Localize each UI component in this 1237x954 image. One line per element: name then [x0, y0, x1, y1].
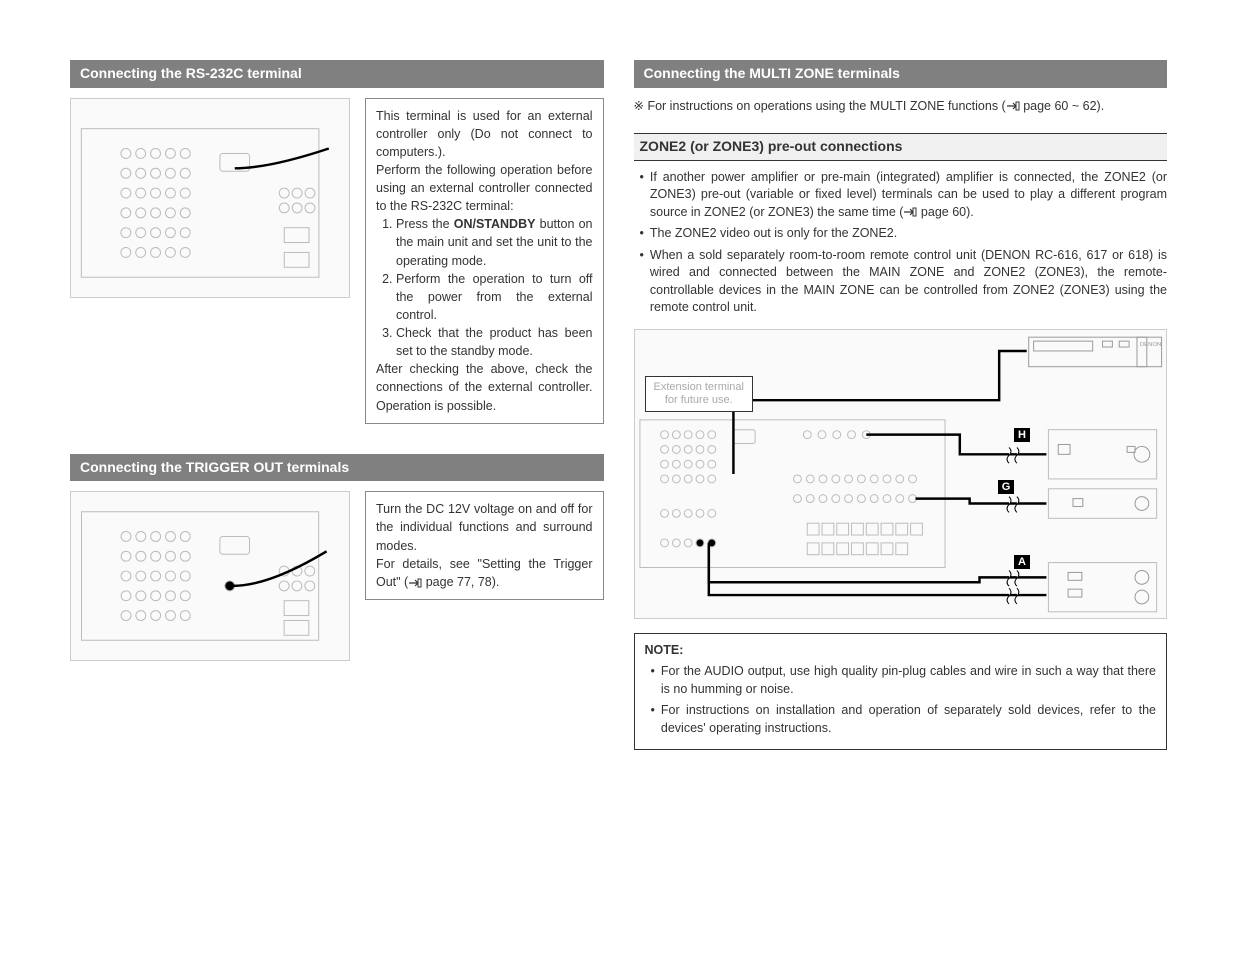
note-title: NOTE: — [645, 642, 1157, 660]
zone-subheader: ZONE2 (or ZONE3) pre-out connections — [634, 133, 1168, 161]
rs232-step-1: Press the ON/STANDBY button on the main … — [396, 215, 593, 269]
badge-a: A — [1014, 555, 1030, 569]
badge-g: G — [998, 480, 1014, 494]
page-root: Connecting the RS-232C terminal — [70, 60, 1167, 750]
zone-bullet-3: •When a sold separately room-to-room rem… — [640, 247, 1168, 317]
rs232-header: Connecting the RS-232C terminal — [70, 60, 604, 88]
badge-h: H — [1014, 428, 1030, 442]
rs232-prelist: Perform the following operation before u… — [376, 161, 593, 215]
rs232-step-3: Check that the product has been set to t… — [396, 324, 593, 360]
bullet-icon: • — [651, 663, 655, 698]
rs232-diagram — [70, 98, 350, 298]
diagram-label-extension: Extension terminal for future use. — [645, 376, 754, 412]
bullet-icon: • — [640, 169, 644, 222]
multizone-header: Connecting the MULTI ZONE terminals — [634, 60, 1168, 88]
rs232-steps: Press the ON/STANDBY button on the main … — [376, 215, 593, 360]
bullet-icon: • — [640, 225, 644, 243]
page-ref-icon — [408, 578, 422, 588]
rs232-textbox: This terminal is used for an external co… — [365, 98, 604, 424]
page-ref-icon — [1006, 101, 1020, 111]
multizone-intro: ※ For instructions on operations using t… — [634, 98, 1168, 116]
zone-bullet-2: •The ZONE2 video out is only for the ZON… — [640, 225, 1168, 243]
zone-bullets: •If another power amplifier or pre-main … — [634, 169, 1168, 317]
diagram-label-line1: Extension terminal — [654, 381, 745, 393]
page-ref-icon — [903, 207, 917, 217]
diagram-label-line2: for future use. — [665, 394, 733, 406]
bullet-icon: • — [651, 702, 655, 737]
trigger-row: Turn the DC 12V voltage on and off for t… — [70, 491, 604, 661]
note-box: NOTE: •For the AUDIO output, use high qu… — [634, 633, 1168, 751]
trigger-textbox: Turn the DC 12V voltage on and off for t… — [365, 491, 604, 600]
rs232-row: This terminal is used for an external co… — [70, 98, 604, 424]
rs232-intro: This terminal is used for an external co… — [376, 107, 593, 161]
note-bullet-1: •For the AUDIO output, use high quality … — [651, 663, 1157, 698]
rs232-step-2: Perform the operation to turn off the po… — [396, 270, 593, 324]
trigger-header: Connecting the TRIGGER OUT terminals — [70, 454, 604, 482]
svg-text:DENON: DENON — [1139, 342, 1160, 348]
right-column: Connecting the MULTI ZONE terminals ※ Fo… — [634, 60, 1168, 750]
reference-mark-icon: ※ — [634, 99, 648, 113]
trigger-diagram — [70, 491, 350, 661]
trigger-text2: For details, see "Setting the Trigger Ou… — [376, 555, 593, 591]
zone-bullet-1: •If another power amplifier or pre-main … — [640, 169, 1168, 222]
bullet-icon: • — [640, 247, 644, 317]
trigger-text1: Turn the DC 12V voltage on and off for t… — [376, 500, 593, 554]
zone-diagram: DENON — [634, 329, 1168, 619]
rs232-post: After checking the above, check the conn… — [376, 360, 593, 414]
left-column: Connecting the RS-232C terminal — [70, 60, 604, 750]
note-bullet-2: •For instructions on installation and op… — [651, 702, 1157, 737]
